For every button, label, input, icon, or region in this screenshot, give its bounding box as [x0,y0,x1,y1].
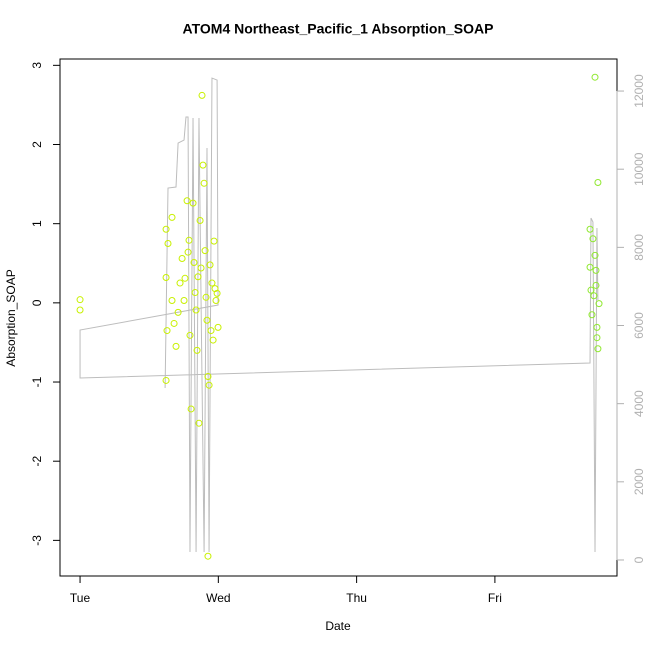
y-tick-label: 0 [30,299,44,306]
data-point [202,293,210,301]
data-point [591,73,599,81]
data-point [207,327,215,335]
data-point [206,261,214,269]
data-point [168,296,176,304]
data-point [586,225,594,233]
data-point [190,258,198,266]
data-point [595,300,603,308]
data-point [204,372,212,380]
data-point [168,213,176,221]
y-tick-label: 3 [30,62,44,69]
data-point [205,381,213,389]
data-point [203,316,211,324]
data-point [212,296,220,304]
y2-tick-label: 8000 [632,234,646,261]
data-point [204,552,212,560]
chart-title: ATOM4 Northeast_Pacific_1 Absorption_SOA… [183,21,494,37]
data-point [201,247,209,255]
data-point [586,263,594,271]
data-point [185,236,193,244]
y2-tick-label: 6000 [632,312,646,339]
data-point [593,323,601,331]
y2-tick-label: 10000 [632,152,646,186]
data-point [588,311,596,319]
data-point [187,405,195,413]
x-axis-label: Date [325,619,351,633]
data-point [587,286,595,294]
data-point [593,334,601,342]
data-point [592,281,600,289]
y2-tick-label: 12000 [632,74,646,108]
data-point [592,266,600,274]
data-point [193,346,201,354]
data-point [184,248,192,256]
data-point [181,274,189,282]
data-point [76,296,84,304]
data-point [162,376,170,384]
y-axis-label: Absorption_SOAP [4,269,18,366]
data-point [594,345,602,353]
data-point [170,319,178,327]
x-tick-label: Tue [70,591,91,605]
data-point [180,296,188,304]
data-point [178,255,186,263]
y2-tick-label: 0 [632,556,646,563]
data-point [208,279,216,287]
plot-box [59,58,618,577]
data-point [213,289,221,297]
data-point [186,331,194,339]
data-point [191,289,199,297]
x-tick-label: Wed [206,591,230,605]
data-point [591,251,599,259]
data-point [176,279,184,287]
data-point [194,273,202,281]
y2-tick-label: 2000 [632,468,646,495]
y-tick-label: 1 [30,220,44,227]
data-point [162,274,170,282]
data-point [594,179,602,187]
data-point [590,292,598,300]
data-point [76,306,84,314]
depth-line [79,77,599,552]
data-point [209,336,217,344]
data-point [214,323,222,331]
data-point [589,235,597,243]
data-point [162,225,170,233]
data-point [183,197,191,205]
data-point [210,237,218,245]
data-point [163,327,171,335]
data-point [197,264,205,272]
x-tick-label: Thu [346,591,367,605]
data-point [196,217,204,225]
data-point [195,419,203,427]
data-point [200,179,208,187]
y-tick-label: 2 [30,141,44,148]
y-tick-label: -3 [30,535,44,546]
data-point [199,161,207,169]
data-point [192,306,200,314]
y-tick-label: -2 [30,456,44,467]
y-tick-label: -1 [30,376,44,387]
data-point [198,91,206,99]
data-point [189,199,197,207]
data-point [172,342,180,350]
y2-tick-label: 4000 [632,390,646,417]
data-point [174,308,182,316]
x-tick-label: Fri [488,591,502,605]
data-point [164,239,172,247]
